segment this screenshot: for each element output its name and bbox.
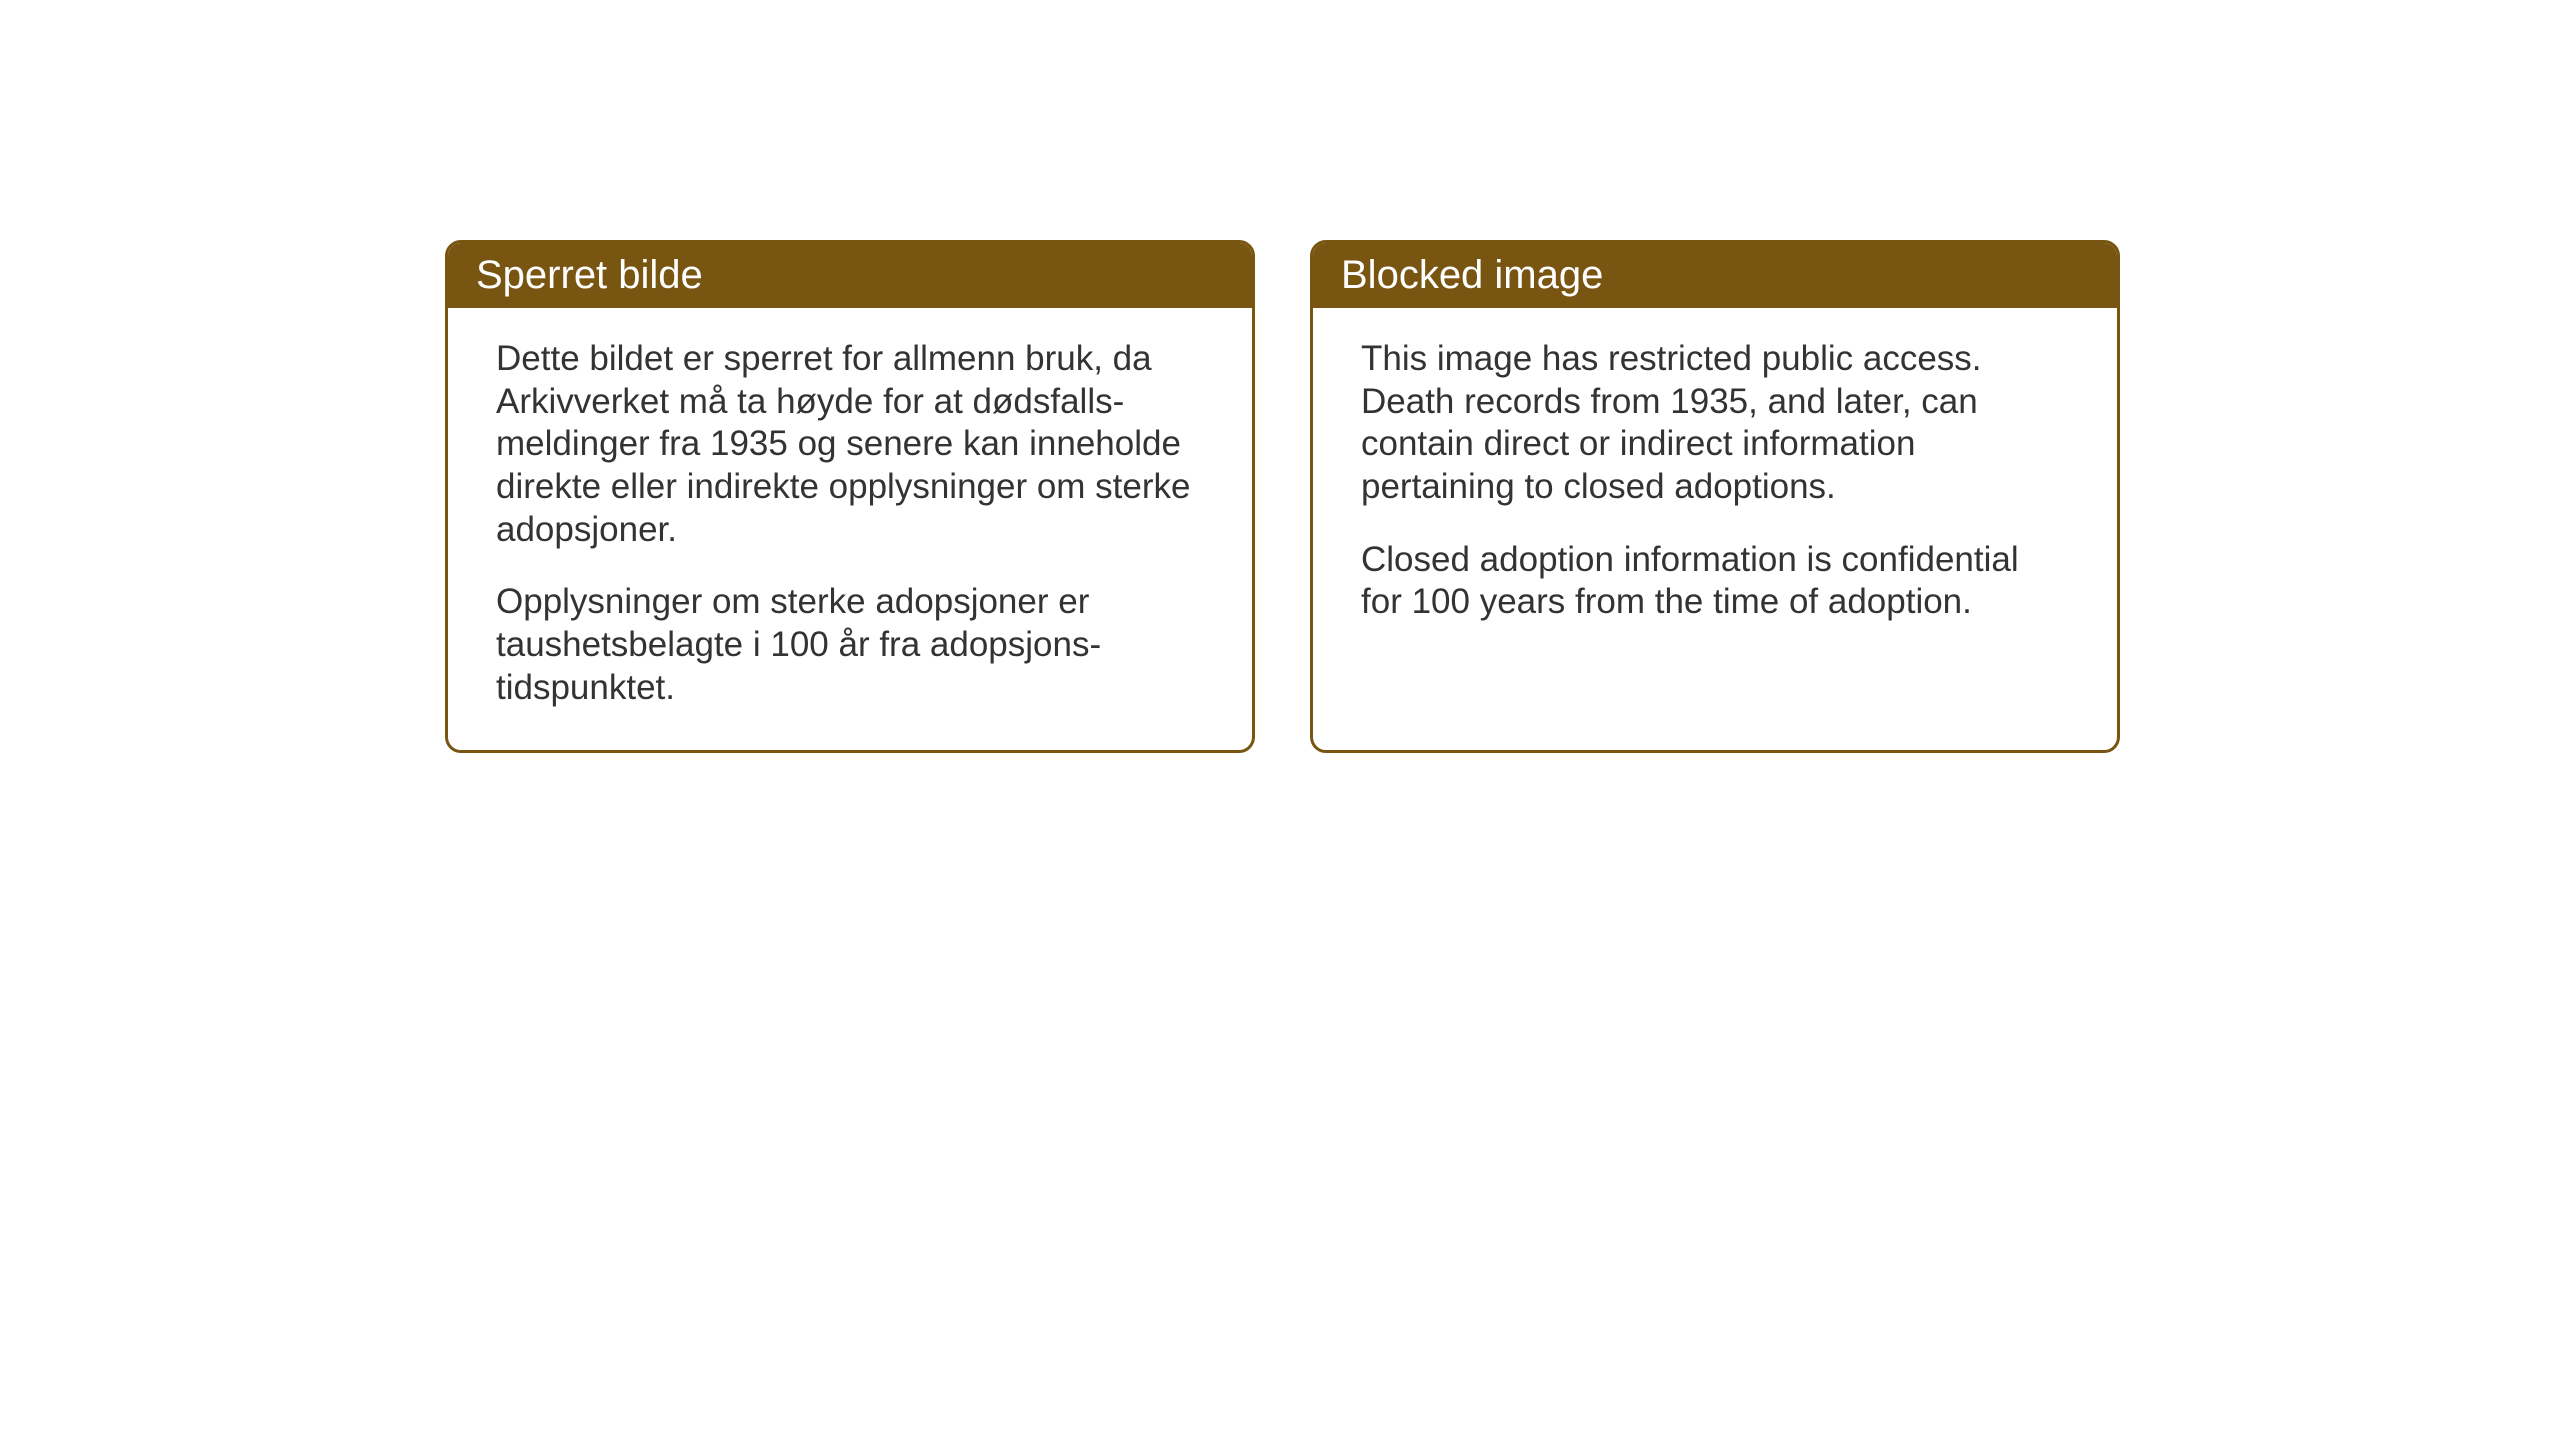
norwegian-notice-card: Sperret bilde Dette bildet er sperret fo… (445, 240, 1255, 753)
english-paragraph-1: This image has restricted public access.… (1361, 338, 2069, 509)
english-card-title: Blocked image (1313, 243, 2117, 308)
norwegian-card-body: Dette bildet er sperret for allmenn bruk… (448, 308, 1252, 750)
english-notice-card: Blocked image This image has restricted … (1310, 240, 2120, 753)
english-paragraph-2: Closed adoption information is confident… (1361, 539, 2069, 624)
notice-cards-container: Sperret bilde Dette bildet er sperret fo… (445, 240, 2120, 753)
english-card-body: This image has restricted public access.… (1313, 308, 2117, 700)
norwegian-card-title: Sperret bilde (448, 243, 1252, 308)
norwegian-paragraph-1: Dette bildet er sperret for allmenn bruk… (496, 338, 1204, 551)
norwegian-paragraph-2: Opplysninger om sterke adopsjoner er tau… (496, 581, 1204, 709)
